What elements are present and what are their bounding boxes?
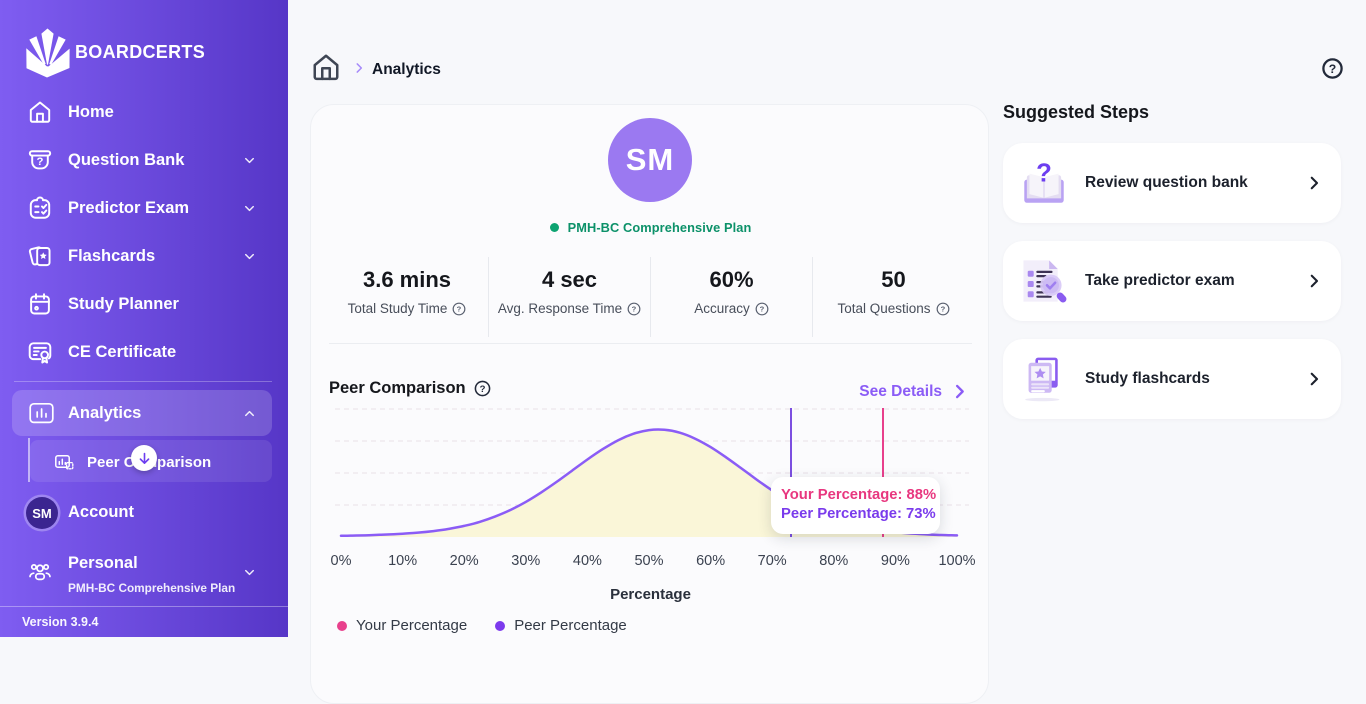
- svg-text:?: ?: [1036, 159, 1052, 187]
- svg-text:?: ?: [632, 304, 637, 313]
- svg-text:?: ?: [37, 156, 44, 168]
- svg-text:?: ?: [1329, 62, 1336, 76]
- svg-text:?: ?: [940, 304, 945, 313]
- svg-text:?: ?: [759, 304, 764, 313]
- svg-text:?: ?: [457, 304, 462, 313]
- svg-text:?: ?: [479, 384, 485, 395]
